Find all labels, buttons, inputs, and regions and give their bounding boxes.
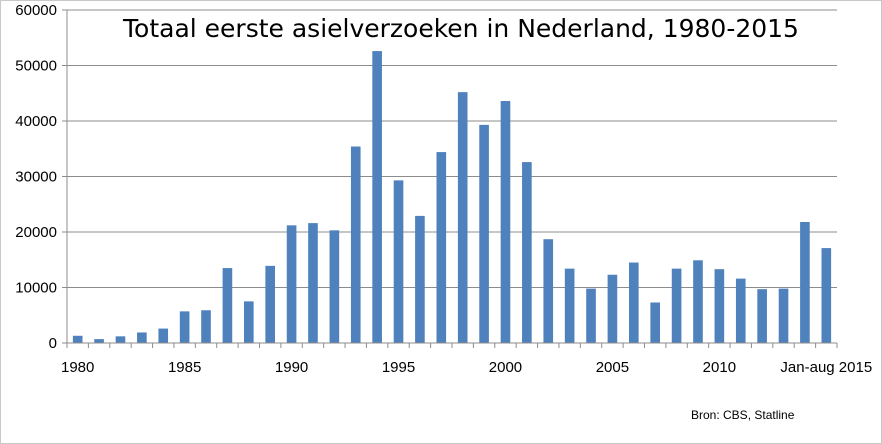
x-tick-labels: 1980 1985 1990 1995 2000 2005 2010 Jan-aug 2015 <box>61 359 872 376</box>
bar-1986 <box>201 310 211 343</box>
bar-1991 <box>308 223 318 343</box>
bar-1988 <box>243 301 254 343</box>
bar-2010 <box>714 269 725 343</box>
bar-1989 <box>265 265 276 343</box>
x-tick-label: Jan-aug 2015 <box>780 359 872 376</box>
bar-2009 <box>693 260 703 343</box>
bar-1998 <box>457 92 468 343</box>
bar-1981 <box>94 339 104 343</box>
bar-2014 <box>800 222 810 343</box>
bar-1993 <box>350 146 361 343</box>
x-tick-label: 1990 <box>275 359 308 376</box>
bar-1999 <box>479 124 489 343</box>
bar-1984 <box>158 328 169 343</box>
bar-2003 <box>564 268 575 343</box>
bar-2012 <box>757 289 767 343</box>
y-tick-label: 0 <box>49 335 57 352</box>
bar-2011 <box>735 278 746 343</box>
y-tick-label: 60000 <box>15 2 57 19</box>
bar-2007 <box>650 302 661 343</box>
bar-1990 <box>286 225 297 343</box>
bar-2004 <box>586 288 596 343</box>
y-tick-label: 50000 <box>15 58 57 75</box>
bar-1997 <box>436 152 447 343</box>
y-tick-labels: 0 10000 20000 30000 40000 50000 60000 <box>15 2 57 352</box>
bar-1983 <box>137 332 147 343</box>
bar-1994 <box>372 51 382 343</box>
y-tick-label: 30000 <box>15 169 57 186</box>
bar-1985 <box>179 311 190 343</box>
axes <box>62 9 838 348</box>
bar-2006 <box>628 262 639 343</box>
bar-1987 <box>222 268 233 343</box>
bar-2005 <box>607 274 618 343</box>
x-tick-label: 2010 <box>703 359 736 376</box>
x-tick-label: 2005 <box>596 359 629 376</box>
bar-1996 <box>415 215 425 343</box>
bars <box>72 51 832 344</box>
bar-2001 <box>522 162 532 343</box>
bar-1982 <box>115 336 126 343</box>
bar-2013 <box>778 288 789 343</box>
x-tick-label: 2000 <box>489 359 522 376</box>
bar-2002 <box>543 239 554 343</box>
x-tick-label: 1995 <box>382 359 415 376</box>
chart-title: Totaal eerste asielverzoeken in Nederlan… <box>122 14 799 43</box>
source-note: Bron: CBS, Statline <box>691 408 795 422</box>
y-tick-label: 20000 <box>15 224 57 241</box>
bar-1995 <box>393 180 404 343</box>
bar-2008 <box>671 268 682 343</box>
gridlines <box>67 9 837 288</box>
bar-1980 <box>72 335 83 343</box>
x-tick-label: 1985 <box>168 359 201 376</box>
y-tick-label: 10000 <box>15 280 57 297</box>
bar-1992 <box>329 230 340 343</box>
bar-jan-aug-2015 <box>821 248 832 343</box>
bar-2000 <box>500 101 511 344</box>
x-tick-label: 1980 <box>61 359 94 376</box>
y-tick-label: 40000 <box>15 113 57 130</box>
